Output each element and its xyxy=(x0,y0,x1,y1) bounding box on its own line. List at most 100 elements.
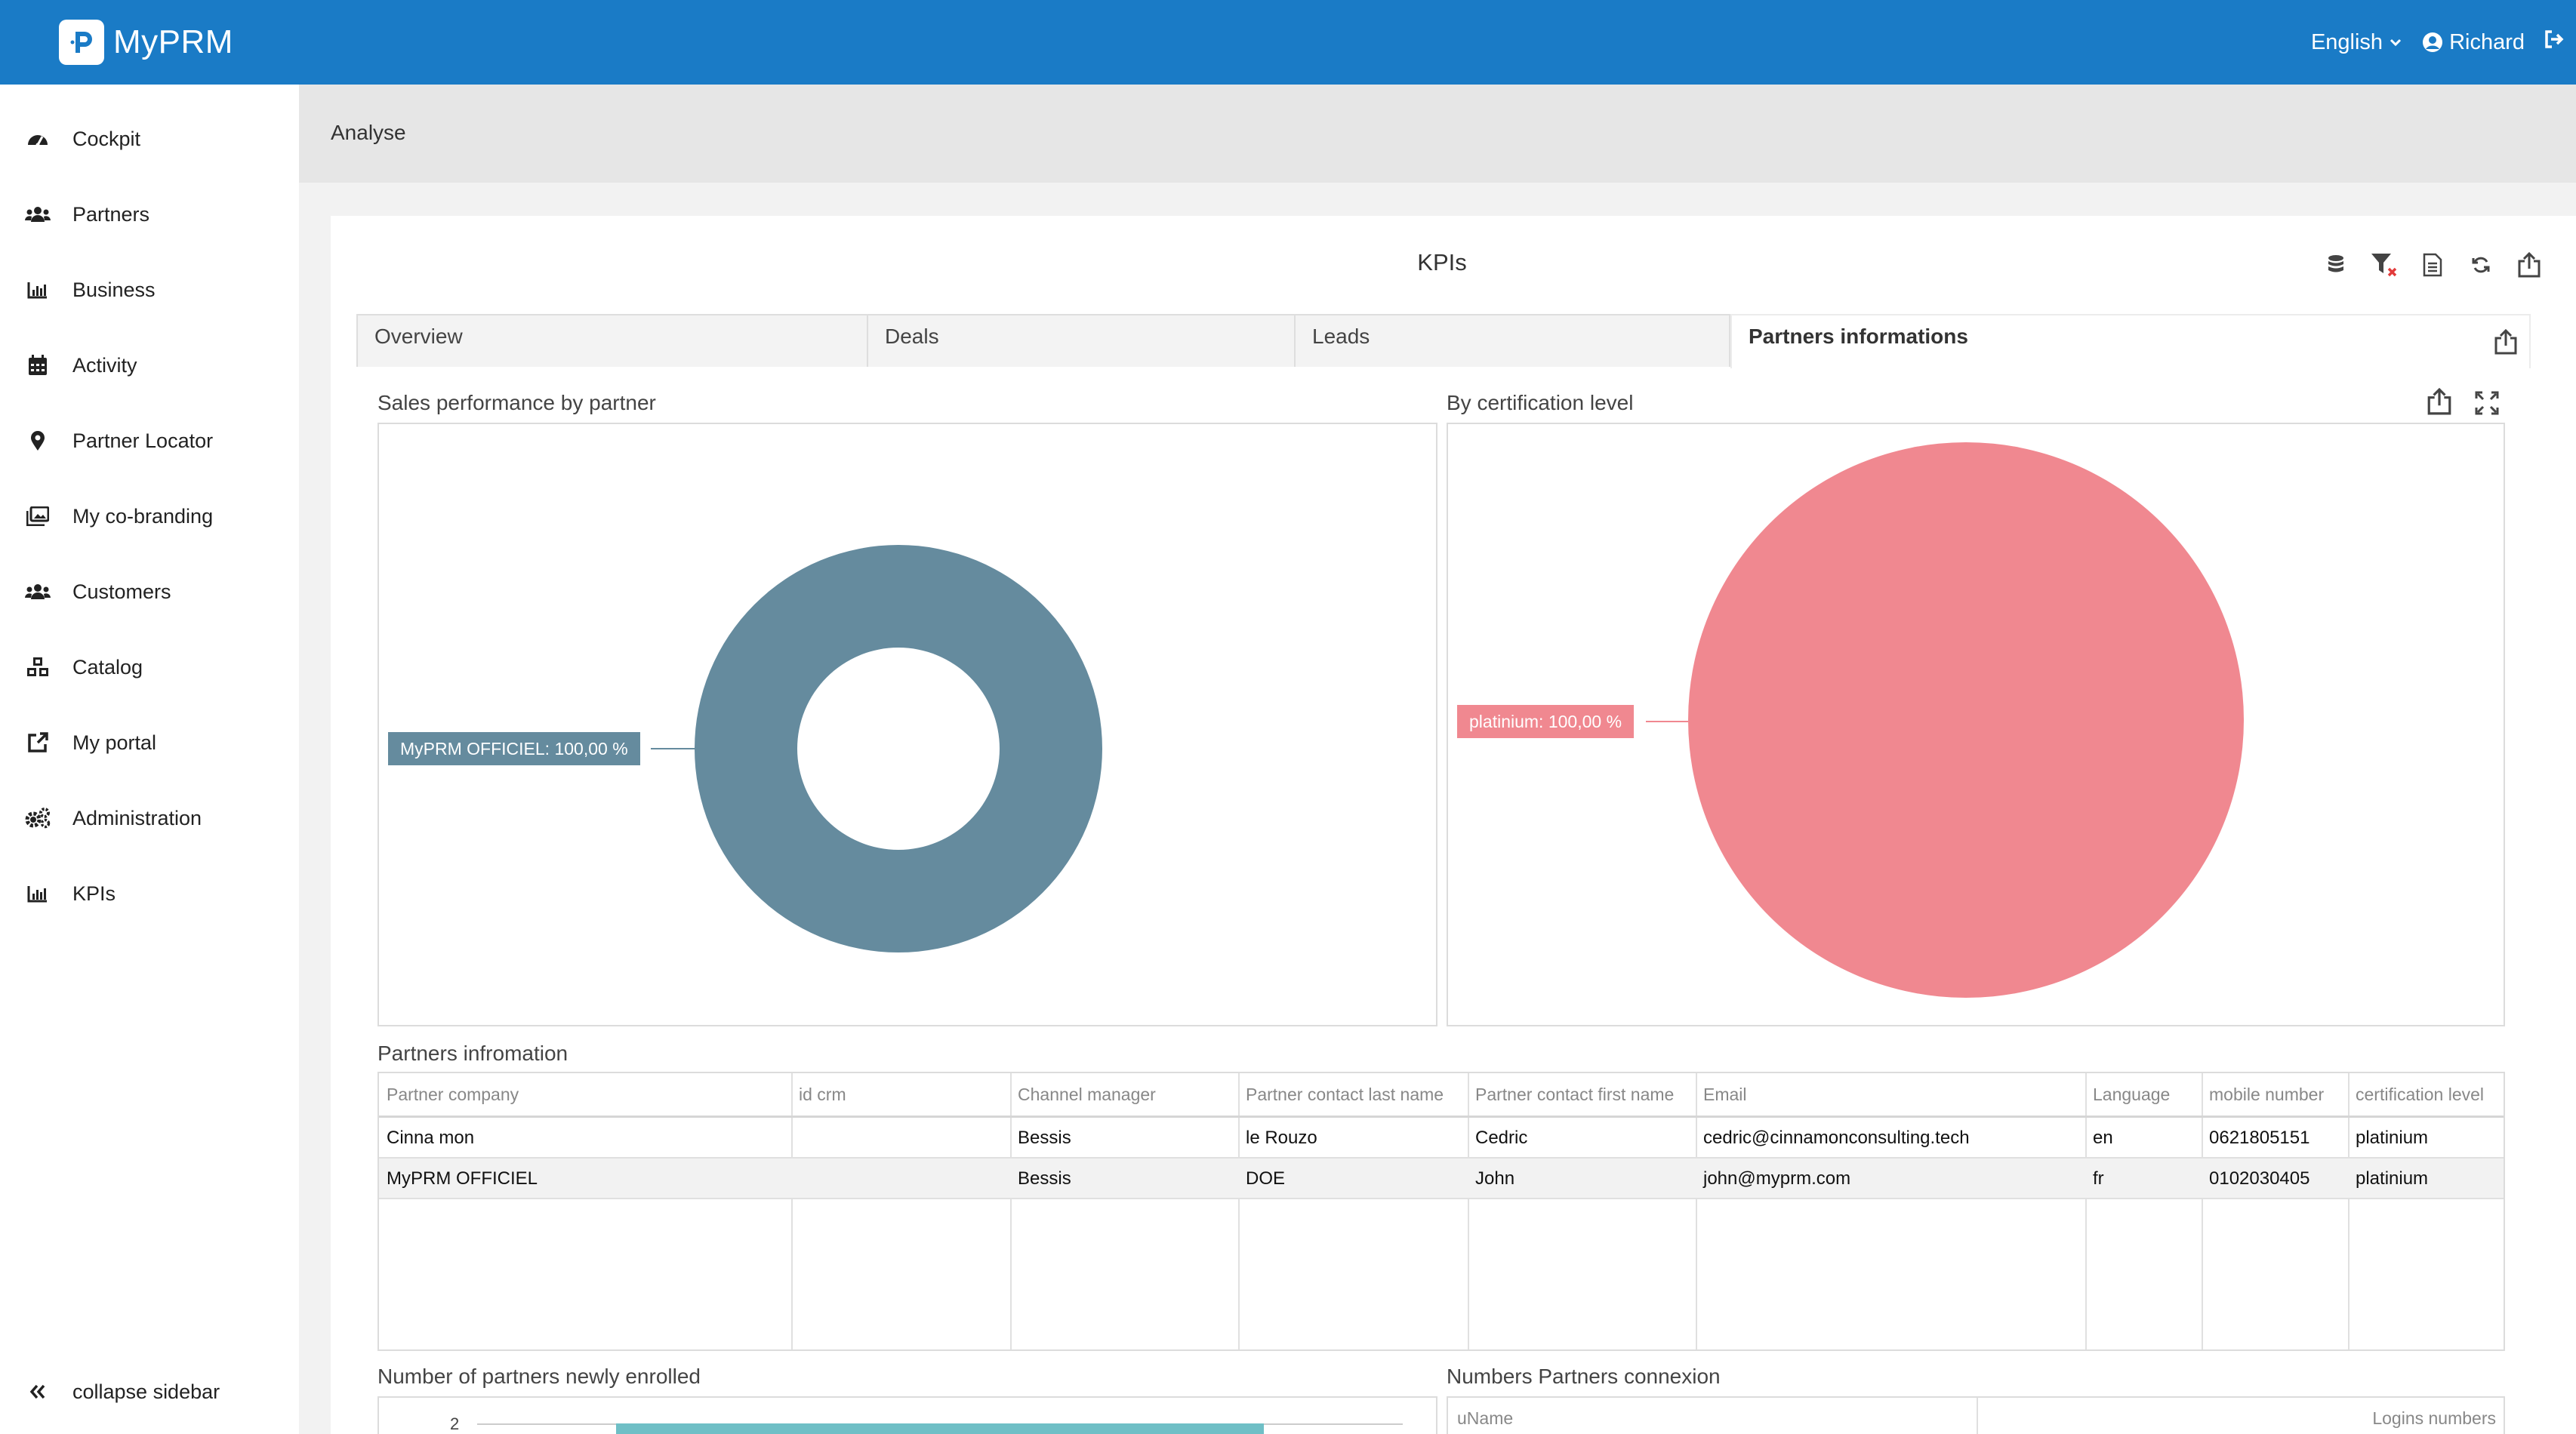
table-cell: DOE xyxy=(1246,1168,1286,1189)
sidebar-item-cockpit[interactable]: Cockpit xyxy=(0,112,299,166)
logout-icon[interactable] xyxy=(2543,29,2565,56)
y-tick-label: 2 xyxy=(450,1414,460,1433)
pie-chart xyxy=(1646,442,2244,998)
cogs-icon xyxy=(24,805,51,832)
tab-overview[interactable]: Overview xyxy=(356,314,868,367)
collapse-sidebar-label: collapse sidebar xyxy=(72,1380,220,1403)
sidebar-item-label: Partner Locator xyxy=(72,429,214,452)
myprm-logo-icon xyxy=(59,20,104,65)
user-menu[interactable]: Richard xyxy=(2422,30,2525,55)
table-cell: John xyxy=(1475,1168,1515,1189)
sidebar-item-label: My co-branding xyxy=(72,504,214,528)
section-title-sales-by-partner: Sales performance by partner xyxy=(377,391,656,414)
table-cell: Cinna mon xyxy=(387,1128,475,1148)
connexion-table: uName Logins numbers xyxy=(1447,1396,2505,1434)
sidebar-item-label: KPIs xyxy=(72,882,116,905)
table-cell: platinium xyxy=(2356,1168,2429,1189)
page-header: Analyse xyxy=(299,85,2576,183)
sidebar-item-activity[interactable]: Activity xyxy=(0,338,299,392)
donut-slice-myprm-officiel[interactable] xyxy=(695,545,1102,952)
tab-partners-informations[interactable]: Partners informations xyxy=(1730,314,2531,368)
sidebar-item-customers[interactable]: Customers xyxy=(0,565,299,619)
export-icon[interactable] xyxy=(2488,325,2523,359)
top-bar: MyPRM English Richard xyxy=(0,0,2576,85)
filter-clear-icon[interactable] xyxy=(2360,246,2408,284)
sidebar-item-kpis[interactable]: KPIs xyxy=(0,866,299,921)
sidebar-item-label: Business xyxy=(72,278,156,301)
column-header[interactable]: uName xyxy=(1457,1408,1514,1428)
double-chevron-left-icon xyxy=(24,1378,51,1405)
tab-leads[interactable]: Leads xyxy=(1294,314,1730,367)
sidebar-item-partner-locator[interactable]: Partner Locator xyxy=(0,414,299,468)
chart-export-icon[interactable] xyxy=(2427,387,2452,419)
sidebar-item-label: Administration xyxy=(72,806,202,829)
column-header[interactable]: Partner contact first name xyxy=(1475,1085,1675,1104)
sidebar: Cockpit Partners Business Activity Partn… xyxy=(0,85,299,1434)
refresh-icon[interactable] xyxy=(2457,246,2505,284)
sidebar-item-administration[interactable]: Administration xyxy=(0,791,299,845)
user-circle-icon xyxy=(2422,32,2443,53)
column-header[interactable]: id crm xyxy=(799,1085,846,1104)
column-header[interactable]: Logins numbers xyxy=(2372,1408,2496,1428)
sidebar-item-label: My portal xyxy=(72,731,157,754)
column-header[interactable]: Email xyxy=(1703,1085,1747,1104)
calendar-icon xyxy=(24,352,51,379)
tab-label: Partners informations xyxy=(1749,325,1968,348)
section-title-by-certification: By certification level xyxy=(1447,391,1634,414)
sidebar-item-label: Partners xyxy=(72,202,150,226)
table-cell: Cedric xyxy=(1475,1128,1528,1148)
table-row[interactable]: MyPRM OFFICIEL Bessis DOE John john@mypr… xyxy=(379,1159,2504,1199)
bar-chart-icon xyxy=(24,276,51,303)
table-cell xyxy=(791,1159,799,1199)
expand-icon[interactable] xyxy=(2475,391,2499,419)
sidebar-item-co-branding[interactable]: My co-branding xyxy=(0,489,299,543)
table-cell xyxy=(791,1118,799,1159)
table-cell: le Rouzo xyxy=(1246,1128,1317,1148)
column-header[interactable]: Partner company xyxy=(387,1085,519,1104)
table-cell: Bessis xyxy=(1018,1168,1071,1189)
table-cell: john@myprm.com xyxy=(1703,1168,1851,1189)
breadcrumb: Analyse xyxy=(331,121,406,144)
sidebar-item-partners[interactable]: Partners xyxy=(0,187,299,242)
tab-deals[interactable]: Deals xyxy=(867,314,1296,367)
section-title-partners-info: Partners infromation xyxy=(377,1042,569,1065)
sidebar-item-label: Cockpit xyxy=(72,127,141,150)
file-icon[interactable] xyxy=(2408,246,2457,284)
language-label: English xyxy=(2310,29,2383,54)
donut-chart xyxy=(651,545,1102,952)
donut-slice-label: MyPRM OFFICIEL: 100,00 % xyxy=(388,732,640,765)
sidebar-item-my-portal[interactable]: My portal xyxy=(0,715,299,770)
sidebar-item-business[interactable]: Business xyxy=(0,263,299,317)
export-icon[interactable] xyxy=(2505,246,2553,284)
tab-label: Deals xyxy=(885,325,939,348)
table-cell: Bessis xyxy=(1018,1128,1071,1148)
table-row[interactable]: Cinna mon Bessis le Rouzo Cedric cedric@… xyxy=(379,1118,2504,1159)
external-link-icon xyxy=(24,729,51,756)
sidebar-item-label: Activity xyxy=(72,353,137,377)
newly-enrolled-chart: 2 xyxy=(377,1396,1437,1434)
table-cell: 0621805151 xyxy=(2209,1128,2310,1148)
table-cell: 0102030405 xyxy=(2209,1168,2310,1189)
bar-chart-icon xyxy=(24,880,51,907)
sidebar-item-label: Catalog xyxy=(72,655,143,679)
pie-slice-platinium[interactable] xyxy=(1688,442,2244,998)
map-pin-icon xyxy=(24,427,51,454)
column-header[interactable]: Partner contact last name xyxy=(1246,1085,1444,1104)
images-icon xyxy=(24,503,51,530)
table-cell: platinium xyxy=(2356,1128,2429,1148)
column-header[interactable]: certification level xyxy=(2356,1085,2485,1104)
database-icon[interactable] xyxy=(2312,246,2360,284)
sidebar-item-catalog[interactable]: Catalog xyxy=(0,640,299,694)
kpi-tabs: Overview Deals Leads Partners informatio… xyxy=(356,314,2531,368)
enrolled-bar[interactable] xyxy=(616,1423,1264,1434)
table-cell: MyPRM OFFICIEL xyxy=(387,1168,538,1189)
sidebar-item-label: Customers xyxy=(72,580,171,603)
column-header[interactable]: Language xyxy=(2093,1085,2171,1104)
column-header[interactable]: mobile number xyxy=(2209,1085,2325,1104)
column-header[interactable]: Channel manager xyxy=(1018,1085,1156,1104)
language-selector[interactable]: English xyxy=(2311,30,2402,55)
collapse-sidebar-button[interactable]: collapse sidebar xyxy=(0,1365,299,1419)
brand[interactable]: MyPRM xyxy=(59,20,233,65)
section-title-connexion: Numbers Partners connexion xyxy=(1447,1365,1721,1388)
sales-performance-chart: MyPRM OFFICIEL: 100,00 % xyxy=(377,423,1437,1026)
